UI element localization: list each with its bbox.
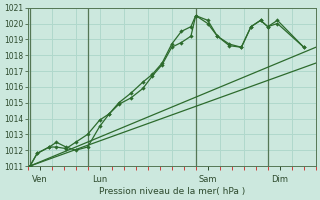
X-axis label: Pression niveau de la mer( hPa ): Pression niveau de la mer( hPa ): [99, 187, 245, 196]
